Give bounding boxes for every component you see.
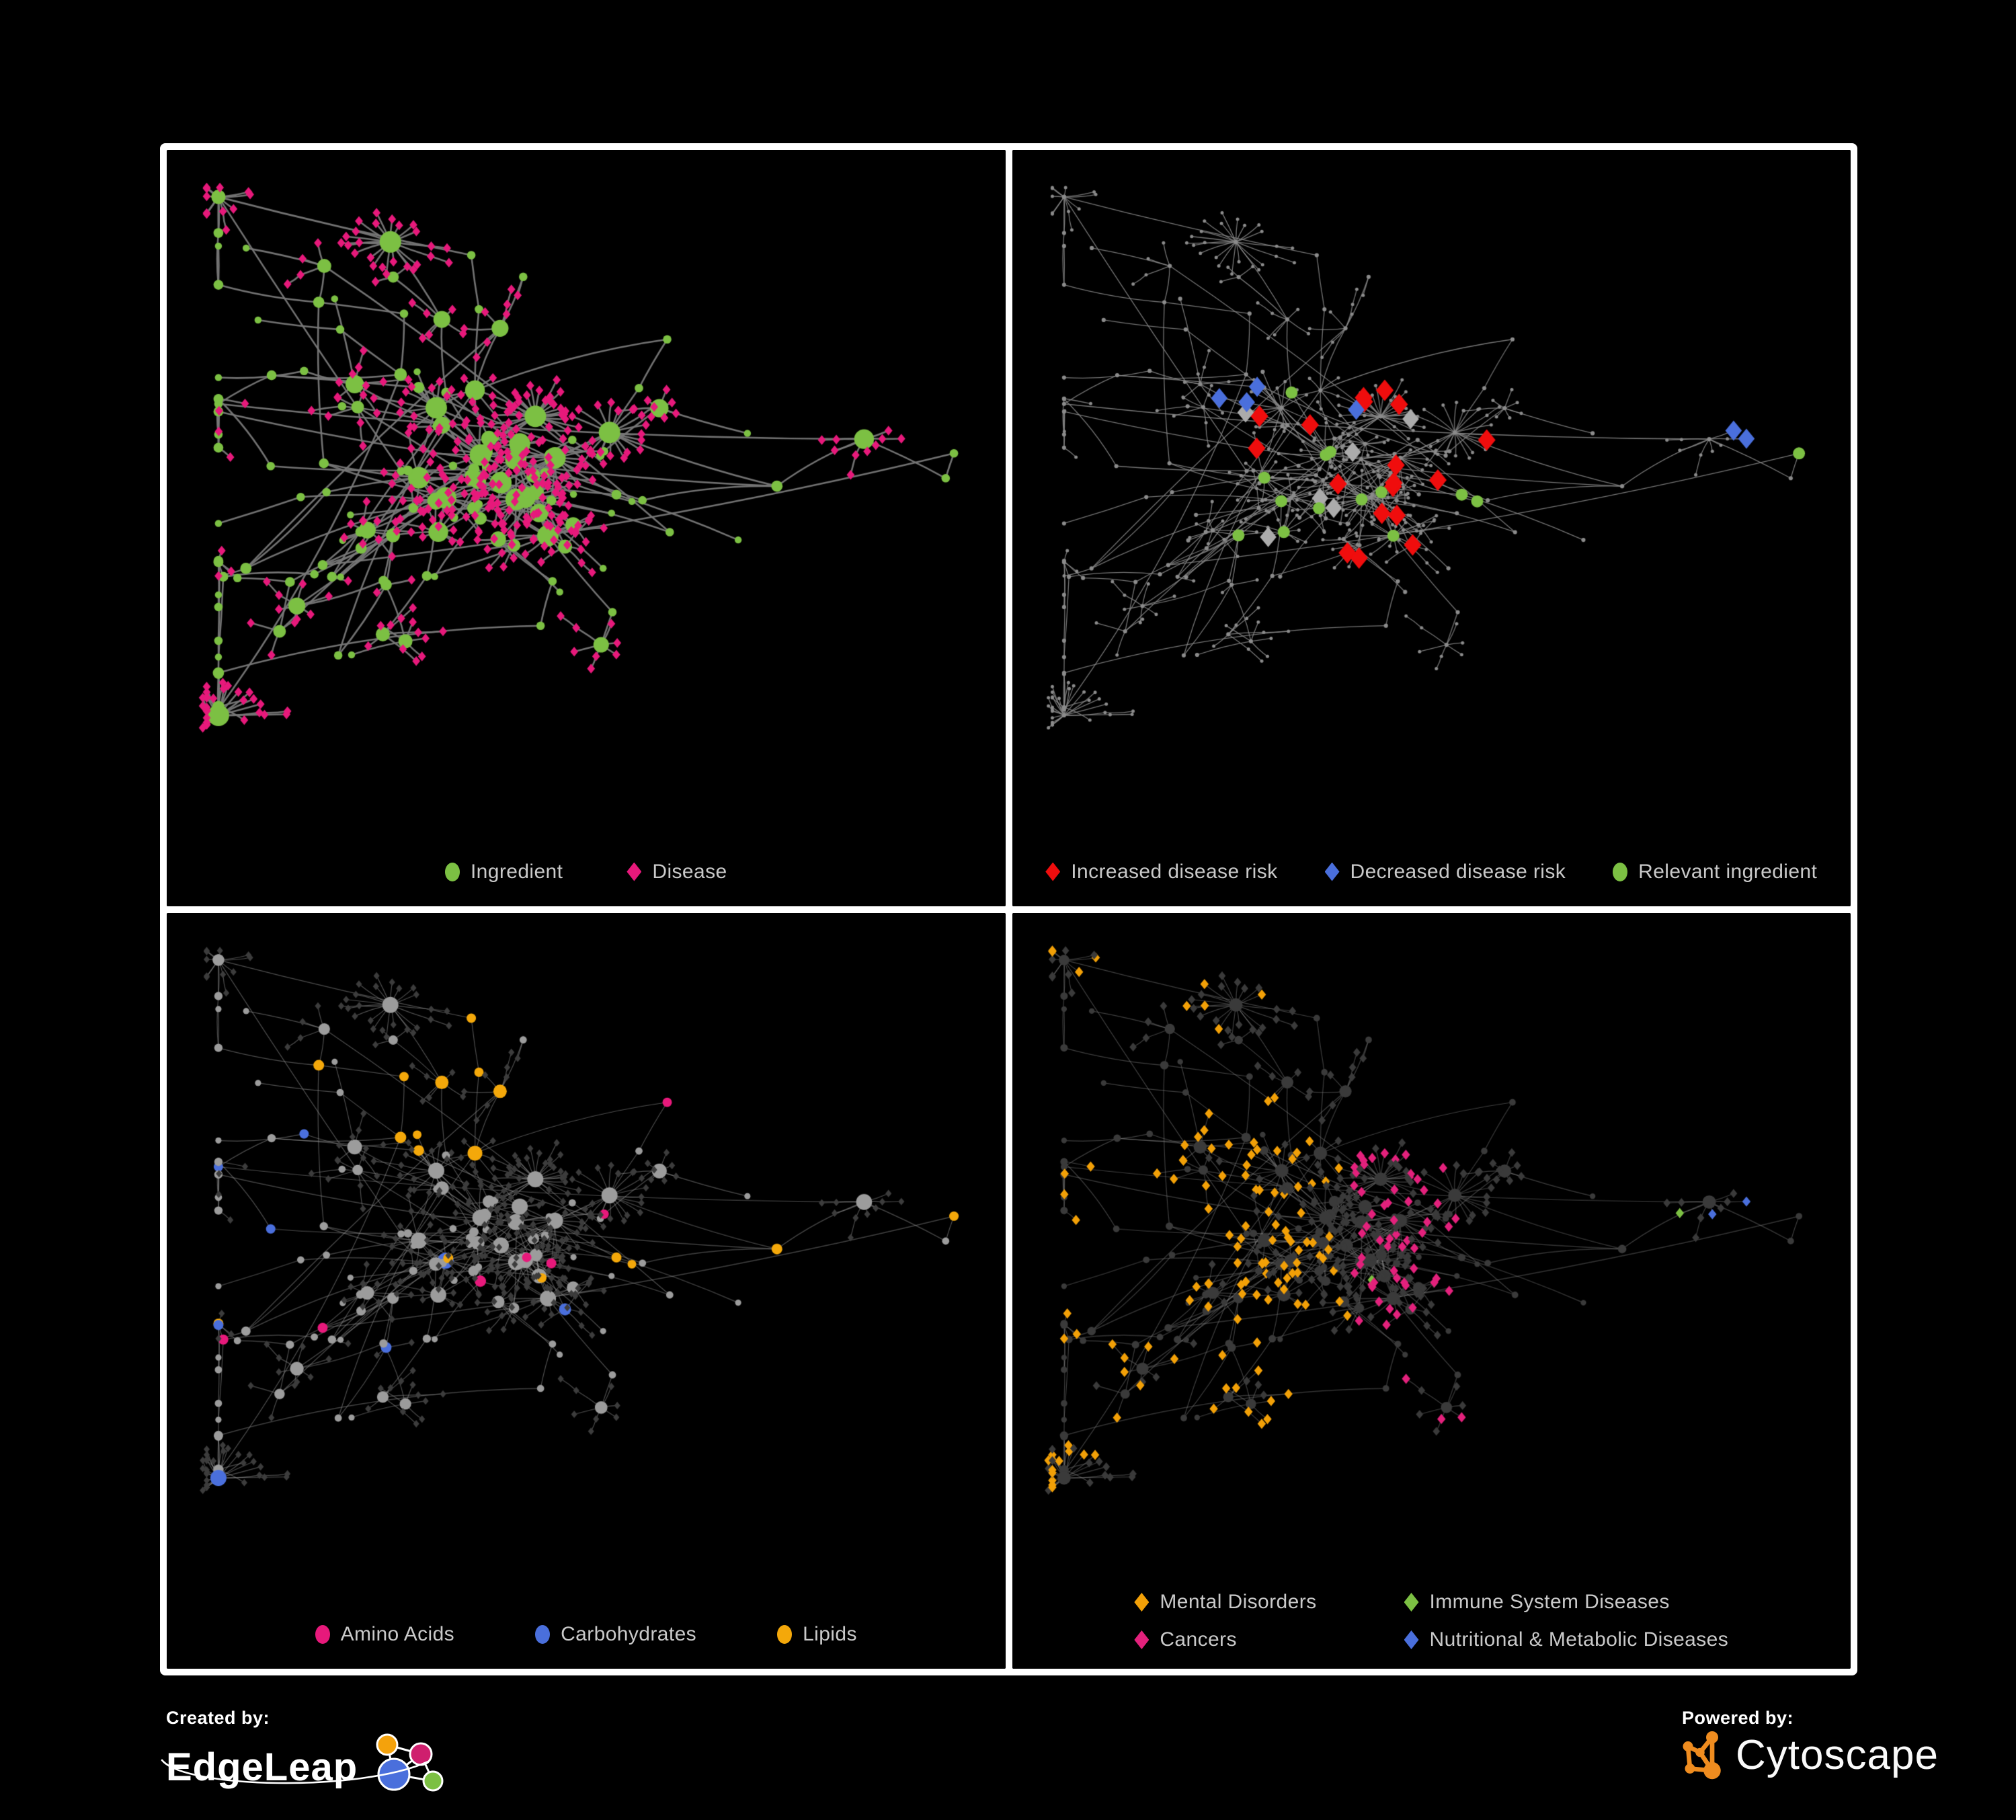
edgeleap-logo-icon	[376, 1733, 444, 1792]
cytoscape-wordmark: Cytoscape	[1736, 1732, 1939, 1778]
edgeleap-branding: Created by: EdgeLeap	[161, 1708, 448, 1805]
edgeleap-wordmark: EdgeLeap	[166, 1745, 358, 1789]
ingredient-disease-graph-canvas	[167, 150, 1006, 906]
disease-risk-graph-canvas	[1012, 150, 1851, 906]
cytoscape-logo-icon	[1683, 1731, 1721, 1780]
created-by-label: Created by:	[166, 1708, 270, 1728]
powered-by-label: Powered by:	[1682, 1708, 1794, 1728]
panel-ingredient-disease: Ingredient Disease	[167, 150, 1006, 906]
panel-disease-categories: Mental Disorders Immune System Diseases …	[1012, 912, 1851, 1669]
panel-macronutrients: Amino Acids Carbohydrates Lipids	[167, 912, 1006, 1669]
cytoscape-branding: Powered by: Cytoscape	[1682, 1708, 1939, 1781]
macronutrient-graph-canvas	[167, 912, 1006, 1669]
four-panel-figure-frame: Ingredient Disease Increased disease ris…	[160, 143, 1857, 1675]
panel-disease-risk: Increased disease risk Decreased disease…	[1012, 150, 1851, 906]
disease-category-graph-canvas	[1012, 912, 1851, 1669]
